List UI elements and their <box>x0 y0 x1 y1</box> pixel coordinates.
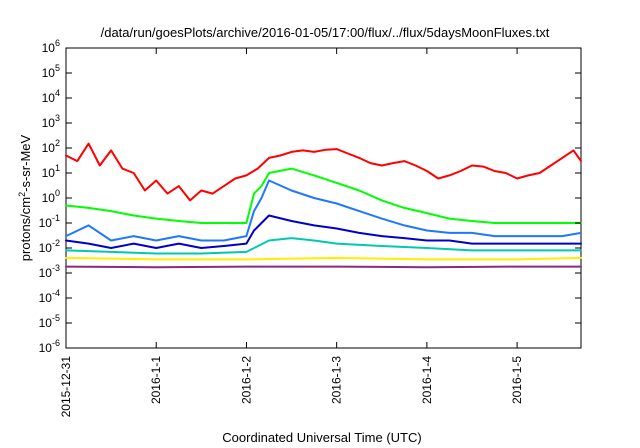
y-tick-base: 10 <box>42 116 56 130</box>
y-axis-label-part: protons/cm <box>18 197 33 261</box>
series-line-5 <box>65 237 582 255</box>
x-tick-label: 2016-1-5 <box>510 356 524 404</box>
y-tick-label: 104 <box>42 88 60 105</box>
y-tick-label: 10-3 <box>39 263 60 280</box>
y-tick-label: 102 <box>42 138 60 155</box>
y-tick-label: 10-6 <box>39 338 60 355</box>
y-tick-exponent: -2 <box>52 238 60 248</box>
y-tick-label: 10-5 <box>39 313 60 330</box>
x-tick-label: 2016-1-2 <box>239 356 253 404</box>
y-axis-label-superscript: 2 <box>17 192 27 197</box>
chart-title: /data/run/goesPlots/archive/2016-01-05/1… <box>101 25 550 40</box>
x-axis-label: Coordinated Universal Time (UTC) <box>222 430 421 445</box>
y-tick-exponent: -3 <box>52 263 60 273</box>
y-tick-base: 10 <box>42 191 56 205</box>
y-tick-base: 10 <box>42 41 56 55</box>
x-tick-label: 2016-1-4 <box>420 356 434 404</box>
y-tick-exponent: 1 <box>55 163 60 173</box>
plot-frame <box>65 47 582 349</box>
x-tick-label: 2016-1-1 <box>149 356 163 404</box>
y-tick-exponent: -4 <box>52 288 60 298</box>
y-tick-label: 10-1 <box>39 213 60 230</box>
y-tick-label: 10-2 <box>39 238 60 255</box>
y-tick-base: 10 <box>39 216 53 230</box>
y-tick-exponent: -1 <box>52 213 60 223</box>
series-line-2 <box>65 167 582 224</box>
y-axis-label: protons/cm2-s-sr-MeV <box>17 134 33 261</box>
series-line-4 <box>65 214 582 249</box>
series-line-1 <box>65 142 582 202</box>
y-tick-exponent: 4 <box>55 88 60 98</box>
y-tick-base: 10 <box>39 291 53 305</box>
y-tick-exponent: 3 <box>55 113 60 123</box>
y-tick-exponent: -5 <box>52 313 60 323</box>
y-tick-exponent: -6 <box>52 338 60 348</box>
y-tick-base: 10 <box>42 166 56 180</box>
y-tick-label: 106 <box>42 38 60 55</box>
series-line-6 <box>65 256 582 261</box>
series-line-3 <box>65 179 582 242</box>
y-axis-label-part: -s-sr-MeV <box>18 134 33 191</box>
x-tick-label: 2015-12-31 <box>59 356 73 418</box>
y-tick-base: 10 <box>39 266 53 280</box>
y-tick-label: 10-4 <box>39 288 60 305</box>
y-tick-base: 10 <box>42 66 56 80</box>
y-axis: 10610510410310210110010-110-210-310-410-… <box>39 38 581 355</box>
y-tick-label: 103 <box>42 113 60 130</box>
y-tick-exponent: 2 <box>55 138 60 148</box>
y-tick-base: 10 <box>39 316 53 330</box>
x-axis: 2015-12-31 2016-1-1 2016-1-2 2016-1-3 2016-1… <box>59 48 524 417</box>
series-layer <box>65 142 582 269</box>
y-tick-base: 10 <box>42 141 56 155</box>
y-tick-label: 100 <box>42 188 60 205</box>
series-line-7 <box>65 265 582 269</box>
y-tick-base: 10 <box>39 341 53 355</box>
y-tick-label: 105 <box>42 63 60 80</box>
x-tick-label: 2016-1-3 <box>330 356 344 404</box>
y-tick-base: 10 <box>39 241 53 255</box>
y-tick-exponent: 5 <box>55 63 60 73</box>
y-tick-label: 101 <box>42 163 60 180</box>
y-tick-exponent: 6 <box>55 38 60 48</box>
y-tick-exponent: 0 <box>55 188 60 198</box>
y-tick-base: 10 <box>42 91 56 105</box>
